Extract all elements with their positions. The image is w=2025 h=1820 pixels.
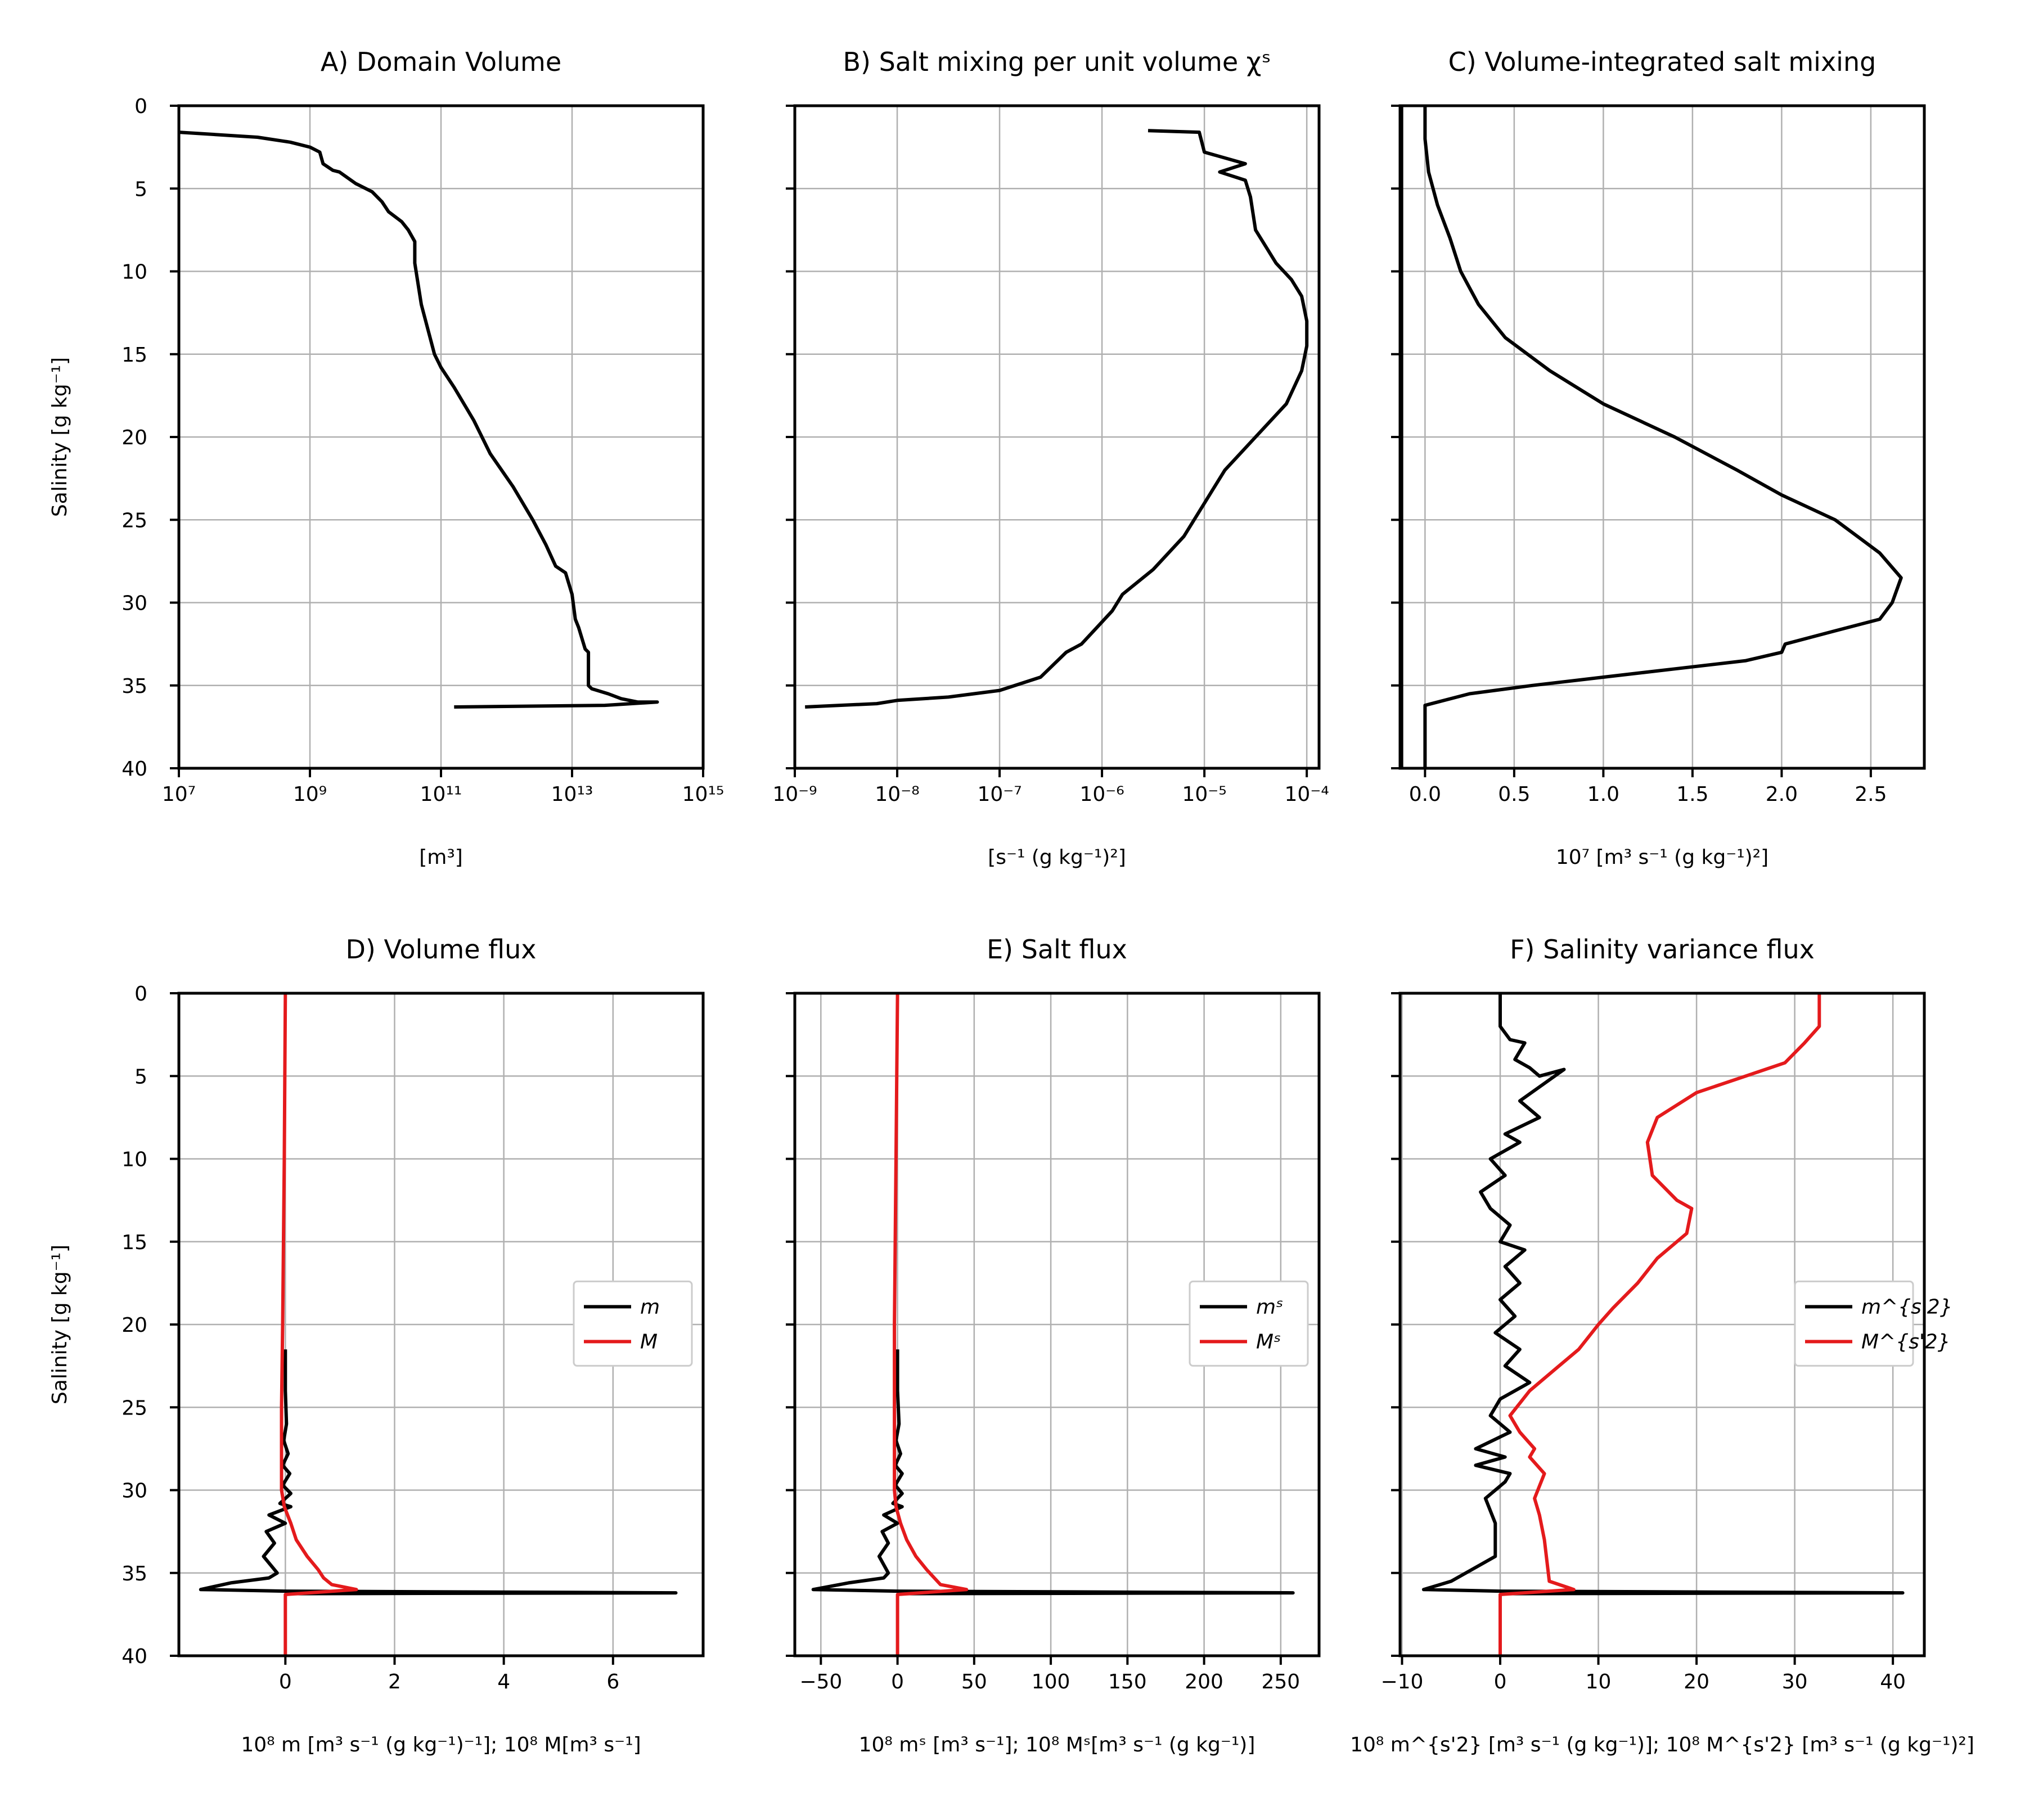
series-line-1: [1421, 993, 1905, 1596]
x-tick-label: 50: [961, 1670, 987, 1693]
x-tick-label: 10: [1586, 1670, 1612, 1693]
x-axis-label: 10⁸ mˢ [m³ s⁻¹]; 10⁸ Mˢ[m³ s⁻¹ (g kg⁻¹)]: [859, 1733, 1256, 1756]
legend: m^{s'2} M^{s'2}: [1794, 1280, 1953, 1367]
x-tick-label: 1.5: [1676, 783, 1708, 806]
y-tick-label: 5: [134, 178, 147, 201]
x-tick-label: 1.0: [1587, 783, 1619, 806]
panel-title: A) Domain Volume: [321, 47, 561, 77]
x-tick-label: 250: [1262, 1670, 1300, 1693]
x-tick-label: 150: [1108, 1670, 1147, 1693]
x-tick-label: 6: [606, 1670, 619, 1693]
x-tick-label: 20: [1684, 1670, 1709, 1693]
x-tick-label: 2: [388, 1670, 401, 1693]
x-tick-label: 4: [497, 1670, 510, 1693]
series-line-2: [280, 993, 358, 1656]
y-tick-label: 10: [122, 261, 147, 284]
panel-title: E) Salt flux: [987, 934, 1127, 965]
y-tick-label: 15: [122, 1231, 147, 1254]
y-tick-label: 30: [122, 1480, 147, 1503]
x-axis-label: 10⁸ m [m³ s⁻¹ (g kg⁻¹)⁻¹]; 10⁸ M[m³ s⁻¹]: [241, 1733, 641, 1756]
series-line-1: [199, 1349, 678, 1596]
panel-title: F) Salinity variance flux: [1510, 934, 1815, 965]
legend-label: Mˢ: [1256, 1330, 1281, 1353]
y-tick-label: 10: [122, 1148, 147, 1172]
x-tick-label: 0.5: [1498, 783, 1530, 806]
panel-title: B) Salt mixing per unit volume χˢ: [843, 47, 1271, 77]
panel-b: 10⁻⁹ 10⁻⁸ 10⁻⁷ 10⁻⁶ 10⁻⁵ 10⁻⁴ B) Salt mixing p…: [772, 47, 1329, 869]
x-tick-label: 100: [1032, 1670, 1070, 1693]
panel-a: 10⁷ 10⁹ 10¹¹ 10¹³ 10¹⁵ 0 5 10 15 20 25 30 35 40 A) Dom…: [48, 47, 724, 869]
y-tick-label: 20: [122, 1314, 147, 1337]
series-line-2: [1498, 993, 1821, 1656]
x-tick-label: −50: [799, 1670, 842, 1693]
x-tick-label: 10⁻⁷: [977, 783, 1022, 806]
series-line-1: [811, 1349, 1295, 1596]
x-tick-label: 10⁻⁶: [1079, 783, 1124, 806]
x-axis-label: 10⁷ [m³ s⁻¹ (g kg⁻¹)²]: [1556, 846, 1768, 869]
panel-f: −10 0 10 20 30 40 F) Salinity variance flux 10⁸…: [1350, 934, 1974, 1756]
panel-title: C) Volume-integrated salt mixing: [1448, 47, 1876, 77]
x-axis-label: 10⁸ m^{s'2} [m³ s⁻¹ (g kg⁻¹)]; 10⁸ M^{s'…: [1350, 1733, 1974, 1756]
series-line-1: [178, 130, 659, 709]
series-line-1: [805, 129, 1309, 709]
y-tick-label: 0: [134, 95, 147, 118]
x-tick-label: 0: [1494, 1670, 1507, 1693]
y-tick-label: 25: [122, 509, 147, 532]
y-tick-label: 20: [122, 426, 147, 449]
x-tick-label: 10⁷: [162, 783, 196, 806]
y-axis-label: Salinity [g kg⁻¹]: [48, 1245, 71, 1404]
x-tick-label: 10⁻⁴: [1285, 783, 1329, 806]
y-tick-label: 15: [122, 344, 147, 367]
y-tick-label: 25: [122, 1396, 147, 1420]
legend-box: [573, 1280, 693, 1367]
legend-box: [1794, 1280, 1914, 1367]
legend-label: m^{s'2}: [1861, 1295, 1953, 1318]
x-tick-label: 10⁻⁸: [875, 783, 919, 806]
x-tick-label: 40: [1880, 1670, 1906, 1693]
y-tick-label: 40: [122, 1645, 147, 1668]
x-tick-label: 2.0: [1766, 783, 1798, 806]
x-tick-label: 10⁹: [293, 783, 327, 806]
x-tick-label: 10¹⁵: [682, 783, 724, 806]
panel-c: 0.0 0.5 1.0 1.5 2.0 2.5 C) Volume-integrated s…: [1391, 47, 1926, 869]
x-tick-label: 2.5: [1855, 783, 1887, 806]
legend-label: mˢ: [1256, 1295, 1284, 1318]
x-tick-label: 0.0: [1409, 783, 1441, 806]
legend-label: M^{s'2}: [1861, 1330, 1951, 1353]
panel-d: 0 2 4 6 0 5 10 15 20 25 30 35 40 D) Volume flux 10⁸ m …: [48, 934, 705, 1756]
legend-label: M: [640, 1330, 658, 1353]
x-tick-label: 10¹¹: [420, 783, 462, 806]
legend: mˢ Mˢ: [1189, 1280, 1309, 1367]
legend: mM: [573, 1280, 693, 1367]
x-tick-label: 30: [1782, 1670, 1808, 1693]
x-tick-label: 200: [1185, 1670, 1223, 1693]
x-tick-label: 0: [279, 1670, 292, 1693]
legend-box: [1189, 1280, 1309, 1367]
y-tick-label: 35: [122, 1562, 147, 1585]
y-tick-label: 0: [134, 983, 147, 1006]
x-axis-label: [s⁻¹ (g kg⁻¹)²]: [988, 846, 1126, 869]
panel-e: −50 0 50 100 150 200 250 E) Salt flux 10⁸ mˢ [m³…: [786, 934, 1321, 1756]
y-tick-label: 30: [122, 592, 147, 615]
series-line-2: [893, 993, 969, 1656]
panel-title: D) Volume flux: [345, 934, 536, 965]
y-tick-label: 5: [134, 1065, 147, 1088]
x-tick-label: 10¹³: [551, 783, 593, 806]
y-axis-label: Salinity [g kg⁻¹]: [48, 357, 71, 517]
y-tick-label: 35: [122, 675, 147, 698]
x-tick-label: −10: [1380, 1670, 1423, 1693]
y-tick-label: 40: [122, 758, 147, 781]
legend-label: m: [640, 1295, 660, 1318]
x-axis-label: [m³]: [419, 846, 463, 869]
x-tick-label: 0: [891, 1670, 904, 1693]
x-tick-label: 10⁻⁵: [1182, 783, 1227, 806]
series-line-1: [1423, 106, 1903, 768]
x-tick-label: 10⁻⁹: [772, 783, 817, 806]
